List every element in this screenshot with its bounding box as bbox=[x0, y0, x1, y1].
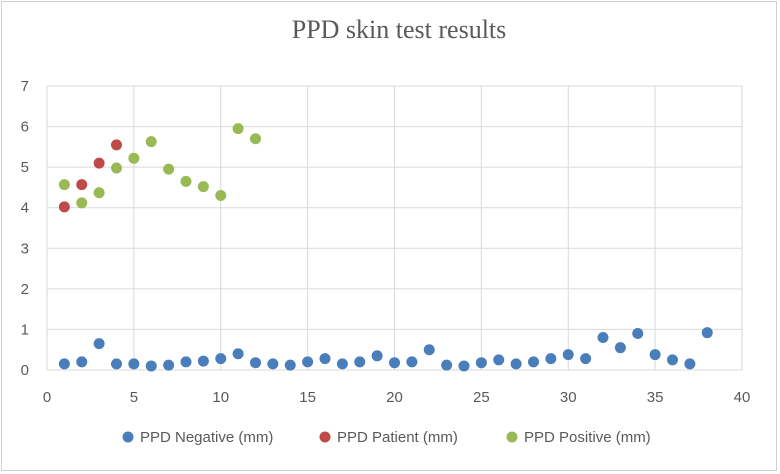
x-tick-label: 0 bbox=[43, 389, 51, 406]
data-point bbox=[423, 344, 435, 356]
series-1 bbox=[58, 139, 122, 213]
data-point bbox=[302, 356, 314, 368]
data-point bbox=[475, 357, 487, 369]
data-point bbox=[180, 175, 192, 187]
data-point bbox=[284, 359, 296, 371]
x-tick-label: 15 bbox=[299, 389, 316, 406]
series-0 bbox=[58, 327, 713, 372]
legend-label: PPD Positive (mm) bbox=[524, 429, 651, 446]
data-point bbox=[336, 358, 348, 370]
data-point bbox=[93, 157, 105, 169]
y-tick-label: 1 bbox=[21, 321, 29, 338]
data-point bbox=[76, 197, 88, 209]
data-point bbox=[215, 190, 227, 202]
y-tick-label: 6 bbox=[21, 119, 29, 136]
legend-label: PPD Negative (mm) bbox=[140, 429, 273, 446]
data-point bbox=[93, 338, 105, 350]
legend-marker bbox=[122, 431, 134, 443]
y-tick-label: 7 bbox=[21, 78, 29, 95]
data-point bbox=[458, 360, 470, 372]
data-point bbox=[163, 163, 175, 175]
legend-marker bbox=[319, 431, 331, 443]
data-point bbox=[389, 357, 400, 369]
data-point bbox=[649, 349, 661, 361]
data-point bbox=[93, 187, 105, 199]
data-point bbox=[510, 358, 522, 370]
data-point bbox=[58, 201, 70, 213]
data-point bbox=[597, 332, 609, 344]
data-point bbox=[562, 349, 574, 361]
data-point bbox=[701, 327, 713, 339]
gridlines bbox=[46, 85, 743, 371]
data-point bbox=[632, 327, 644, 339]
data-point bbox=[250, 133, 261, 145]
y-tick-label: 4 bbox=[21, 200, 29, 217]
legend-item: PPD Patient (mm) bbox=[319, 429, 458, 446]
x-tick-label: 30 bbox=[560, 389, 577, 406]
data-point bbox=[528, 356, 539, 368]
data-point bbox=[319, 353, 331, 365]
data-point bbox=[232, 348, 244, 360]
x-tick-label: 25 bbox=[473, 389, 490, 406]
data-point bbox=[197, 355, 209, 367]
legend-item: PPD Positive (mm) bbox=[506, 429, 651, 446]
data-points bbox=[58, 123, 713, 372]
data-point bbox=[58, 179, 70, 191]
y-tick-label: 5 bbox=[21, 159, 29, 176]
data-point bbox=[128, 358, 140, 370]
x-tick-label: 20 bbox=[386, 389, 403, 406]
data-point bbox=[128, 152, 140, 164]
data-point bbox=[406, 356, 418, 368]
x-tick-label: 35 bbox=[647, 389, 664, 406]
chart-title: PPD skin test results bbox=[292, 15, 507, 44]
series-2 bbox=[58, 123, 261, 209]
data-point bbox=[111, 358, 122, 370]
data-point bbox=[580, 353, 592, 365]
data-point bbox=[145, 136, 157, 148]
data-point bbox=[441, 359, 453, 371]
data-point bbox=[76, 356, 88, 368]
legend-label: PPD Patient (mm) bbox=[337, 429, 458, 446]
data-point bbox=[493, 354, 505, 366]
data-point bbox=[371, 350, 383, 362]
data-point bbox=[180, 356, 192, 368]
data-point bbox=[267, 358, 279, 370]
y-tick-label: 3 bbox=[21, 240, 29, 257]
data-point bbox=[545, 353, 557, 365]
data-point bbox=[76, 179, 88, 191]
y-tick-label: 0 bbox=[21, 362, 29, 379]
data-point bbox=[354, 356, 366, 368]
data-point bbox=[215, 353, 227, 365]
data-point bbox=[614, 342, 626, 354]
legend-item: PPD Negative (mm) bbox=[122, 429, 273, 446]
data-point bbox=[667, 354, 678, 366]
x-tick-label: 10 bbox=[212, 389, 229, 406]
data-point bbox=[163, 359, 175, 371]
data-point bbox=[684, 358, 696, 370]
data-point bbox=[111, 162, 122, 174]
x-tick-label: 40 bbox=[734, 389, 751, 406]
legend: PPD Negative (mm) PPD Patient (mm) PPD Pos… bbox=[122, 429, 651, 446]
data-point bbox=[111, 139, 122, 151]
x-tick-label: 5 bbox=[130, 389, 138, 406]
data-point bbox=[145, 360, 157, 372]
data-point bbox=[197, 181, 209, 193]
tick-labels: 0 1 2 3 4 5 6 7 0 5 10 15 20 25 30 35 40 bbox=[21, 78, 751, 406]
data-point bbox=[58, 358, 70, 370]
y-tick-label: 2 bbox=[21, 281, 29, 298]
data-point bbox=[232, 123, 244, 135]
data-point bbox=[250, 357, 261, 369]
legend-marker bbox=[506, 431, 518, 443]
